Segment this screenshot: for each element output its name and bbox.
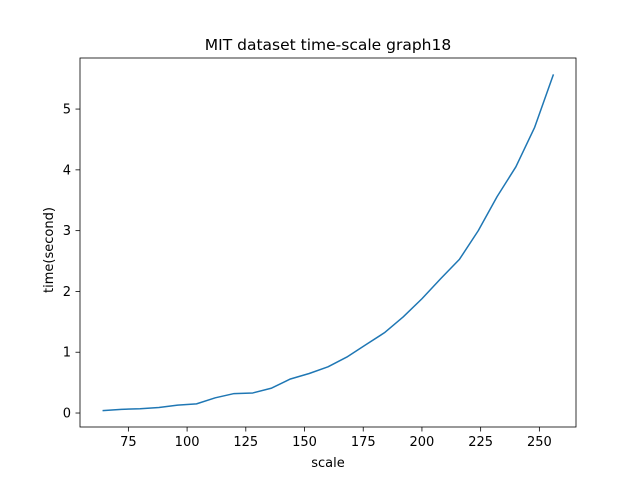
x-tick-label-100: 100 (175, 435, 200, 450)
y-tick-label-4: 4 (63, 163, 71, 178)
y-tick-label-1: 1 (63, 346, 71, 361)
chart-title: MIT dataset time-scale graph18 (205, 36, 451, 54)
series-line-0 (102, 74, 555, 412)
x-tick-label-150: 150 (292, 435, 317, 450)
x-tick-label-225: 225 (468, 435, 493, 450)
x-tick-label-75: 75 (120, 435, 137, 450)
x-tick-label-175: 175 (351, 435, 376, 450)
x-tick-label-200: 200 (410, 435, 435, 450)
y-tick-label-5: 5 (63, 103, 71, 118)
y-tick-label-3: 3 (63, 224, 71, 239)
axes-frame (79, 57, 577, 428)
y-tick-label-0: 0 (63, 407, 71, 422)
x-tick-label-125: 125 (233, 435, 258, 450)
x-axis-label: scale (311, 456, 345, 471)
x-tick-label-250: 250 (527, 435, 552, 450)
y-axis-label: time(second) (42, 207, 57, 293)
plot-area: 75 100 125 150 175 200 225 250 0 1 2 3 4 5 (63, 57, 577, 450)
y-tick-label-2: 2 (63, 285, 71, 300)
